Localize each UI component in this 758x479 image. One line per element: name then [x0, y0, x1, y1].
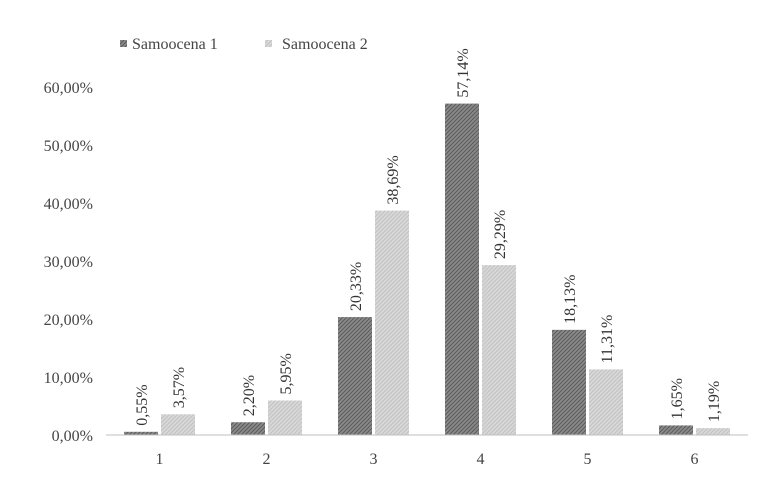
bar-series-2-cat-2 [268, 400, 302, 435]
x-tick-label: 4 [477, 451, 485, 468]
data-label: 1,19% [706, 381, 723, 422]
y-tick-label: 20,00% [44, 312, 93, 329]
data-label: 20,33% [348, 262, 365, 311]
bar-series-2-cat-1 [161, 414, 195, 435]
data-labels: 0,55% 3,57% 2,20% 5,95% 20,33% 38,69% 57,14% 29… [134, 48, 723, 426]
legend: Samoocena 1 Samoocena 2 [120, 36, 368, 53]
y-tick-label: 50,00% [44, 138, 93, 155]
x-tick-label: 6 [691, 451, 699, 468]
legend-swatch-series-1 [120, 40, 127, 47]
data-label: 3,57% [171, 367, 188, 408]
data-label: 1,65% [669, 378, 686, 419]
data-label: 29,29% [492, 210, 509, 259]
legend-label-series-2: Samoocena 2 [282, 36, 368, 53]
y-tick-label: 30,00% [44, 254, 93, 271]
legend-swatch-series-2 [265, 40, 272, 47]
data-label: 2,20% [241, 375, 258, 416]
bar-series-2-cat-4 [482, 265, 516, 435]
data-label: 11,31% [599, 315, 616, 364]
y-tick-label: 40,00% [44, 196, 93, 213]
bar-series-2-cat-3 [375, 210, 409, 435]
y-axis-tick-labels: 0,00% 10,00% 20,00% 30,00% 40,00% 50,00% 60,00… [44, 80, 93, 445]
bar-series-1-cat-2 [231, 422, 265, 435]
bar-series-2-cat-6 [696, 428, 730, 435]
x-tick-label: 3 [370, 451, 378, 468]
data-label: 57,14% [455, 48, 472, 97]
bar-series-1-cat-4 [445, 103, 479, 435]
data-label: 5,95% [278, 353, 295, 394]
data-label: 0,55% [134, 384, 151, 425]
x-axis-tick-labels: 1 2 3 4 5 6 [156, 451, 699, 468]
data-label: 38,69% [385, 155, 402, 204]
legend-label-series-1: Samoocena 1 [132, 36, 218, 53]
bar-series-1-cat-1 [124, 431, 158, 435]
bars [124, 103, 730, 435]
y-tick-label: 10,00% [44, 370, 93, 387]
y-tick-label: 0,00% [52, 428, 93, 445]
bar-series-1-cat-5 [552, 329, 586, 435]
y-tick-label: 60,00% [44, 80, 93, 97]
bar-series-2-cat-5 [589, 369, 623, 435]
bar-series-1-cat-3 [338, 317, 372, 435]
bar-series-1-cat-6 [659, 425, 693, 435]
data-label: 18,13% [562, 275, 579, 324]
x-tick-label: 2 [263, 451, 271, 468]
x-tick-label: 1 [156, 451, 164, 468]
x-tick-label: 5 [584, 451, 592, 468]
